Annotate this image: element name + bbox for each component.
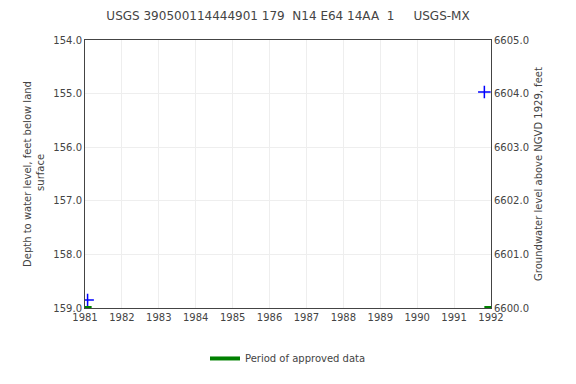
svg-text:1987: 1987	[294, 312, 319, 323]
svg-text:1989: 1989	[368, 312, 393, 323]
svg-text:Groundwater level above NGVD 1: Groundwater level above NGVD 1929, feet	[533, 67, 544, 281]
svg-text:1988: 1988	[331, 312, 356, 323]
svg-text:6601.0: 6601.0	[494, 249, 529, 260]
svg-text:6602.0: 6602.0	[494, 195, 529, 206]
svg-text:1983: 1983	[146, 312, 171, 323]
svg-text:6605.0: 6605.0	[494, 35, 529, 46]
svg-text:1984: 1984	[183, 312, 208, 323]
svg-text:USGS 390500114444901 179 N14: USGS 390500114444901 179 N14 E64 14AA 1 …	[106, 9, 469, 23]
svg-text:154.0: 154.0	[53, 35, 82, 46]
svg-text:1982: 1982	[109, 312, 134, 323]
svg-text:1985: 1985	[220, 312, 245, 323]
svg-text:6600.0: 6600.0	[494, 303, 529, 314]
svg-text:158.0: 158.0	[53, 249, 82, 260]
svg-text:Depth to water level, feet bel: Depth to water level, feet below land su…	[22, 81, 46, 267]
svg-text:159.0: 159.0	[53, 303, 82, 314]
svg-text:Period of approved data: Period of approved data	[245, 353, 365, 364]
svg-text:157.0: 157.0	[53, 195, 82, 206]
svg-text:1981: 1981	[72, 312, 97, 323]
svg-text:6603.0: 6603.0	[494, 142, 529, 153]
svg-text:1986: 1986	[257, 312, 282, 323]
svg-text:155.0: 155.0	[53, 88, 82, 99]
svg-text:1990: 1990	[404, 312, 429, 323]
svg-text:6604.0: 6604.0	[494, 88, 529, 99]
svg-text:156.0: 156.0	[53, 142, 82, 153]
svg-text:1992: 1992	[478, 312, 503, 323]
svg-text:1991: 1991	[441, 312, 466, 323]
